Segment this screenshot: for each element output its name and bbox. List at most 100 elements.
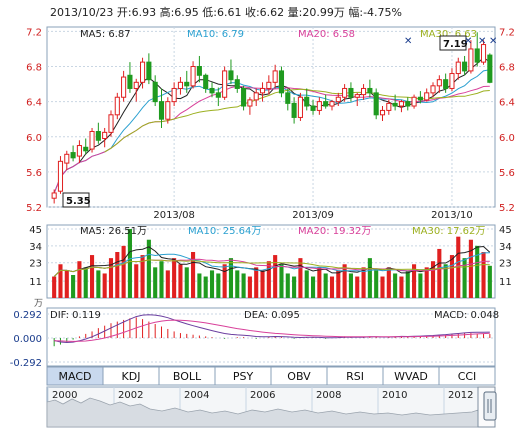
candle-body — [152, 81, 158, 103]
candle-body — [64, 153, 70, 164]
tab-cci[interactable]: CCI — [438, 366, 496, 386]
volume-bar — [437, 248, 442, 298]
volume-bar — [178, 264, 183, 298]
candle-body — [133, 81, 139, 89]
tab-psy[interactable]: PSY — [214, 366, 272, 386]
candle-body — [379, 109, 386, 116]
volume-bar — [405, 270, 410, 298]
macd-dea-line — [54, 319, 490, 342]
candle-body — [89, 130, 95, 150]
volume-bar — [140, 255, 145, 298]
volume-bar — [235, 270, 240, 298]
tab-rsi[interactable]: RSI — [326, 366, 384, 386]
volume-bar — [159, 261, 164, 298]
candle-body — [241, 87, 247, 107]
price-tick-label-left: 6.8 — [26, 63, 42, 74]
candle-body — [367, 87, 373, 94]
tab-boll[interactable]: BOLL — [158, 366, 216, 386]
volume-bar — [96, 270, 101, 298]
candle-body — [462, 61, 468, 72]
candle-body — [297, 96, 303, 118]
candle-body — [361, 87, 367, 96]
vol-tick-label-left: 11 — [29, 277, 42, 288]
volume-bar — [323, 273, 328, 298]
macd-dea-label: DEA: 0.095 — [244, 310, 300, 321]
volume-bar — [134, 264, 139, 298]
volume-bar — [462, 258, 467, 298]
volume-bar — [89, 255, 95, 298]
candle-body — [487, 54, 493, 83]
ma5-label: MA5: 6.87 — [80, 29, 131, 40]
candle-body — [424, 92, 430, 101]
volume-bar — [247, 276, 252, 298]
tab-macd[interactable]: MACD — [46, 366, 104, 386]
tab-label: CCI — [458, 370, 477, 383]
tab-label: WVAD — [394, 370, 428, 383]
candle-body — [405, 101, 411, 107]
candle-body — [222, 70, 228, 98]
volume-bar — [329, 276, 335, 298]
tab-kdj[interactable]: KDJ — [102, 366, 160, 386]
tab-label: RSI — [346, 370, 364, 383]
price-tick-label-left: 5.6 — [26, 168, 42, 179]
volume-bar — [165, 270, 170, 298]
marker-x-icon: ✕ — [489, 36, 497, 47]
volume-bar — [83, 267, 88, 298]
volume-bar — [209, 270, 215, 298]
low-callout: 5.35 — [66, 196, 91, 207]
price-tick-label-left: 5.2 — [26, 203, 42, 214]
candle-body — [417, 96, 423, 101]
candle-body — [146, 61, 152, 81]
price-tick-label-right: 6.8 — [499, 63, 515, 74]
candle-body — [114, 96, 120, 116]
main-panel — [46, 26, 496, 208]
vol-ma30-label: MA30: 17.62万 — [412, 226, 485, 237]
candle-body — [51, 192, 57, 199]
candle-body — [272, 70, 278, 83]
overview-year-label: 2008 — [316, 390, 341, 401]
candle-body — [480, 44, 487, 63]
vol-tick-label-right: 34 — [499, 242, 512, 253]
candle-body — [247, 99, 253, 107]
volume-bar — [260, 270, 265, 298]
volume-bar — [424, 267, 429, 298]
volume-bar — [146, 239, 151, 298]
candle-body — [411, 96, 417, 107]
tab-wvad[interactable]: WVAD — [382, 366, 440, 386]
candle-body — [316, 101, 322, 111]
macd-value-label: MACD: 0.048 — [434, 310, 499, 321]
tab-obv[interactable]: OBV — [270, 366, 328, 386]
volume-bar — [241, 273, 246, 298]
candle-body — [474, 48, 480, 63]
candle-body — [140, 61, 146, 83]
vol-tick-label-right: 23 — [499, 259, 512, 270]
candle-body — [203, 74, 209, 89]
candle-body — [190, 66, 196, 87]
candle-body — [354, 94, 360, 98]
volume-bar — [254, 267, 259, 298]
volume-bar — [266, 261, 271, 298]
candle-body — [95, 130, 101, 141]
candle-body — [342, 87, 348, 98]
overview-handle[interactable] — [483, 391, 497, 421]
candle-body — [291, 102, 297, 118]
volume-bar — [393, 273, 398, 298]
tab-label: BOLL — [173, 370, 202, 383]
volume-bar — [184, 267, 189, 298]
candle-body — [455, 61, 461, 75]
volume-bar — [418, 273, 423, 298]
candle-body — [335, 96, 341, 103]
header-title: 2013/10/23 开:6.93 高:6.95 低:6.61 收:6.62 量… — [50, 5, 402, 19]
volume-bar — [475, 245, 480, 298]
vol-ma20-label: MA20: 19.32万 — [298, 226, 371, 237]
candle-body — [329, 101, 335, 107]
tab-label: OBV — [287, 370, 311, 383]
overview-year-label: 2004 — [184, 390, 209, 401]
price-tick-label-right: 5.2 — [499, 203, 515, 214]
ma30-label: MA30: 6.63 — [420, 29, 477, 40]
vol-tick-label-right: 11 — [499, 277, 512, 288]
candle-body — [57, 160, 64, 192]
candle-body — [278, 70, 285, 94]
volume-bar — [279, 264, 284, 298]
